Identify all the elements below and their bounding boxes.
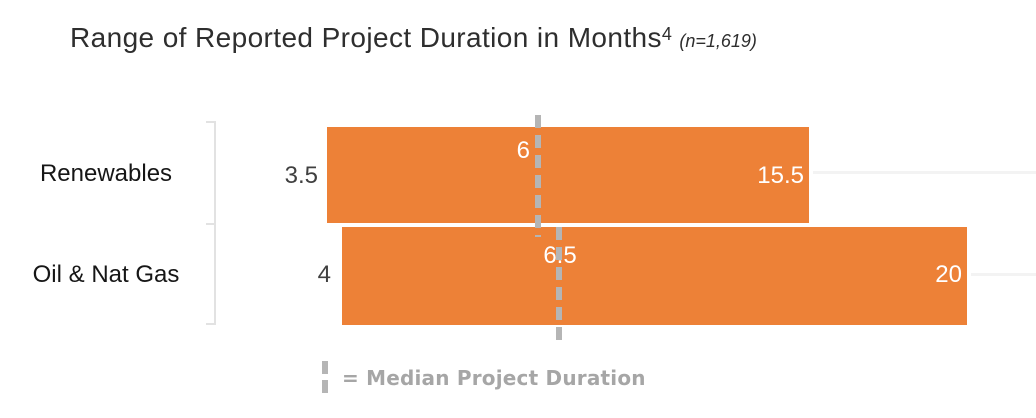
legend-label: = Median Project Duration (342, 366, 646, 390)
chart-title-text: Range of Reported Project Duration in Mo… (70, 22, 662, 53)
gridline-renewables (813, 171, 1036, 174)
gridline-oilgas (971, 273, 1036, 276)
median-dash-legend-icon (322, 361, 328, 395)
chart-title: Range of Reported Project Duration in Mo… (70, 22, 757, 54)
category-label-renewables: Renewables (39, 160, 173, 187)
y-axis-tick-top (206, 121, 215, 123)
y-axis-tick-bottom (206, 323, 215, 325)
median-value-renewables: 6 (516, 137, 530, 164)
max-value-renewables: 15.5 (757, 162, 804, 189)
median-value-oilgas: 6.5 (543, 242, 577, 269)
sample-size-note: (n=1,619) (679, 31, 757, 51)
min-value-renewables: 3.5 (284, 162, 318, 189)
median-line-oilgas (556, 227, 562, 341)
range-bar-oilgas (342, 227, 967, 325)
min-value-oilgas: 4 (317, 261, 331, 288)
y-axis-tick-middle (206, 223, 215, 225)
footnote-marker: 4 (661, 24, 673, 44)
median-line-renewables (535, 115, 541, 237)
max-value-oilgas: 20 (935, 261, 962, 288)
y-axis-line (214, 121, 216, 325)
range-bar-renewables (327, 127, 809, 223)
category-label-oilgas: Oil & Nat Gas (32, 261, 180, 288)
